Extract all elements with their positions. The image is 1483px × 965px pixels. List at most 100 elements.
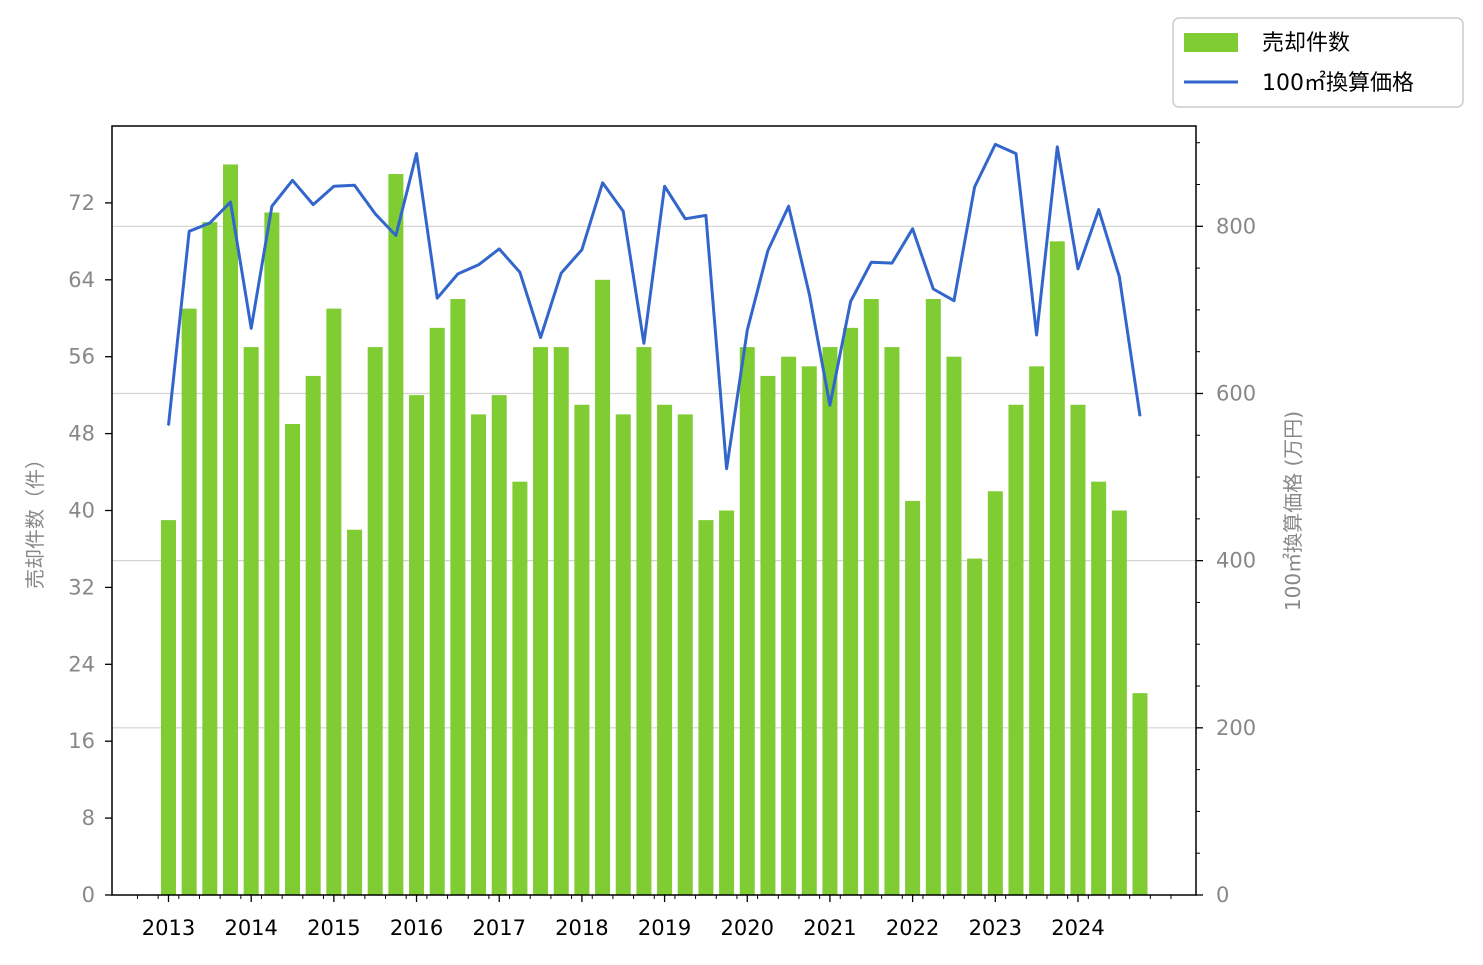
legend-box xyxy=(1172,17,1464,108)
point-2018Q2 xyxy=(601,182,604,184)
y-left-tick-label-8: 8 xyxy=(82,806,95,830)
bar-2021Q2 xyxy=(843,327,859,895)
bar-2014Q4 xyxy=(305,375,321,895)
y-axis-right-title: 100㎡換算価格 (万円) xyxy=(1281,411,1305,611)
bar-2018Q2 xyxy=(595,279,611,895)
point-2016Q3 xyxy=(457,273,459,275)
bar-2019Q4 xyxy=(719,510,735,895)
point-2024Q3 xyxy=(1118,275,1120,278)
y-right-tick-label-400: 400 xyxy=(1216,549,1256,573)
point-2024Q2 xyxy=(1098,208,1100,211)
point-2019Q4 xyxy=(725,468,728,470)
bar-2022Q2 xyxy=(925,299,941,895)
point-2018Q1 xyxy=(581,249,583,251)
bar-2017Q4 xyxy=(553,347,569,895)
point-2015Q1 xyxy=(333,185,335,187)
y-left-tick-label-24: 24 xyxy=(68,652,95,676)
bar-series xyxy=(161,164,1148,896)
bar-2015Q4 xyxy=(388,174,404,895)
point-2019Q1 xyxy=(663,185,666,187)
bar-2024Q1 xyxy=(1070,404,1086,895)
point-2017Q3 xyxy=(539,336,542,339)
x-tick-label-2021: 2021 xyxy=(803,916,856,940)
bar-2013Q3 xyxy=(202,222,218,895)
bar-2016Q1 xyxy=(409,395,425,895)
point-2020Q2 xyxy=(767,249,769,252)
bar-2023Q2 xyxy=(1008,404,1024,895)
point-2023Q4 xyxy=(1056,146,1058,148)
legend-swatch-bar xyxy=(1184,33,1238,52)
point-2017Q1 xyxy=(498,248,500,250)
bar-2021Q4 xyxy=(884,347,900,895)
point-2024Q4 xyxy=(1139,415,1141,417)
bar-2020Q3 xyxy=(781,356,797,895)
bar-2019Q3 xyxy=(698,520,714,895)
legend-label-bar: 売却件数 xyxy=(1262,31,1350,56)
x-tick-label-2018: 2018 xyxy=(555,916,608,940)
bar-2014Q3 xyxy=(285,423,301,895)
bar-2019Q1 xyxy=(657,404,673,895)
legend: 売却件数 100㎡換算価格 xyxy=(1172,17,1464,108)
bar-2024Q4 xyxy=(1132,693,1148,895)
point-2016Q1 xyxy=(415,152,418,155)
point-2019Q2 xyxy=(684,218,686,220)
y-right-tick-label-0: 0 xyxy=(1216,883,1229,907)
point-2023Q2 xyxy=(1015,152,1017,155)
point-2021Q2 xyxy=(850,300,852,303)
point-2015Q4 xyxy=(395,234,397,237)
point-2020Q4 xyxy=(808,293,810,295)
y-left-tick-label-56: 56 xyxy=(68,345,95,369)
point-2018Q4 xyxy=(643,342,645,344)
bar-2016Q4 xyxy=(471,414,487,895)
x-tick-label-2017: 2017 xyxy=(472,916,525,940)
bar-2023Q3 xyxy=(1029,366,1045,895)
bar-2021Q1 xyxy=(822,347,838,895)
bar-2016Q2 xyxy=(429,327,445,895)
point-2014Q3 xyxy=(291,179,294,181)
x-tick-label-2024: 2024 xyxy=(1051,916,1104,940)
bar-2018Q4 xyxy=(636,347,652,895)
x-tick-label-2023: 2023 xyxy=(969,916,1022,940)
bar-2020Q2 xyxy=(760,375,776,895)
y-left-tick-label-16: 16 xyxy=(68,729,95,753)
point-2020Q3 xyxy=(788,205,790,207)
bar-2017Q1 xyxy=(491,395,507,895)
x-tick-label-2014: 2014 xyxy=(224,916,277,940)
bar-2018Q1 xyxy=(574,404,590,895)
y-left-tick-label-40: 40 xyxy=(68,499,95,523)
point-2015Q3 xyxy=(374,213,376,215)
x-tick-label-2015: 2015 xyxy=(307,916,360,940)
bar-2014Q2 xyxy=(264,212,280,895)
bar-2020Q4 xyxy=(801,366,817,895)
y-left-tick-label-32: 32 xyxy=(68,575,95,599)
point-2019Q3 xyxy=(705,214,707,217)
bar-2019Q2 xyxy=(677,414,693,895)
bar-2016Q3 xyxy=(450,299,466,895)
point-2022Q2 xyxy=(932,288,934,290)
bar-2018Q3 xyxy=(615,414,631,895)
point-2020Q1 xyxy=(746,329,748,331)
bar-2017Q3 xyxy=(533,347,549,895)
point-2014Q2 xyxy=(271,205,273,207)
point-2017Q4 xyxy=(560,272,562,274)
bar-2013Q1 xyxy=(161,520,176,895)
point-2018Q3 xyxy=(622,210,624,212)
bar-2015Q1 xyxy=(326,308,342,895)
bar-2022Q1 xyxy=(905,500,921,895)
bar-2014Q1 xyxy=(243,347,259,895)
bar-2024Q3 xyxy=(1111,510,1127,895)
y-left-tick-label-64: 64 xyxy=(68,268,95,292)
bar-2015Q2 xyxy=(347,529,363,895)
y-left-tick-label-72: 72 xyxy=(68,191,95,215)
point-2023Q3 xyxy=(1036,334,1038,336)
y-right-tick-label-600: 600 xyxy=(1216,381,1256,405)
point-2013Q3 xyxy=(209,222,211,224)
bar-2021Q3 xyxy=(863,299,879,895)
legend-label-line: 100㎡換算価格 xyxy=(1262,70,1414,96)
point-2014Q1 xyxy=(250,327,252,329)
x-tick-label-2013: 2013 xyxy=(142,916,195,940)
point-2022Q3 xyxy=(953,300,955,302)
bar-2023Q1 xyxy=(987,491,1003,895)
